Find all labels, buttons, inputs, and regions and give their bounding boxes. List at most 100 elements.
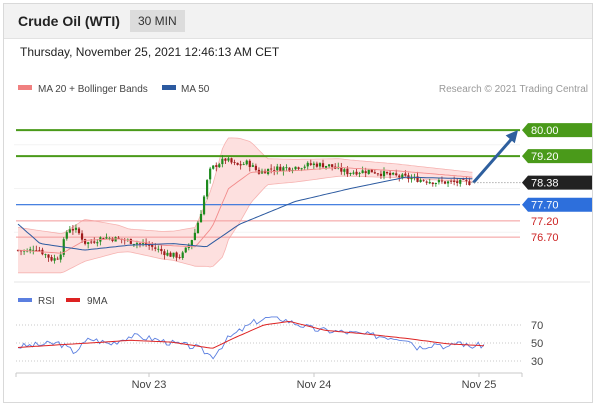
candle-body — [129, 238, 132, 244]
candle-body — [443, 181, 447, 184]
level-77.70-tag — [522, 197, 592, 212]
chart-header: Crude Oil (WTI) 30 MIN — [4, 4, 592, 39]
candle-body — [102, 238, 105, 240]
candle-body — [74, 227, 78, 230]
candle-body — [224, 158, 227, 161]
candle-body — [68, 229, 71, 233]
candle-body — [425, 181, 428, 183]
candle-body — [321, 163, 325, 168]
candle-body — [233, 162, 236, 163]
forecast-arrow-line — [472, 135, 516, 184]
candle-body — [309, 163, 312, 165]
candle-body — [270, 168, 273, 170]
candle-body — [145, 242, 148, 246]
rsi-ma9-line — [17, 320, 485, 349]
copyright-text: Research © 2021 Trading Central — [439, 84, 588, 95]
candle-body — [138, 243, 142, 245]
level-lines — [16, 129, 520, 238]
candle-body — [44, 254, 47, 256]
candle-body — [382, 171, 386, 177]
candle-body — [196, 222, 200, 234]
candle-body — [227, 158, 230, 161]
candle-body — [181, 252, 184, 258]
candle-body — [111, 238, 114, 241]
candle-body — [135, 243, 139, 245]
candle-body — [468, 181, 471, 186]
candle-body — [355, 171, 358, 175]
candle-body — [318, 163, 322, 167]
candle-body — [404, 173, 407, 176]
candle-body — [352, 172, 355, 174]
candle-body — [245, 160, 248, 165]
rsi-line — [17, 316, 485, 360]
bollinger-lower-line — [18, 175, 473, 274]
instrument-title: Crude Oil (WTI) — [18, 13, 120, 29]
candle-body — [324, 165, 328, 168]
candle-body — [190, 240, 193, 246]
candle-body — [437, 180, 440, 183]
candle-body — [358, 172, 361, 174]
ma50-legend-swatch — [162, 85, 176, 90]
candle-body — [385, 171, 389, 174]
time-tick-label: Nov 23 — [132, 379, 167, 391]
candle-body — [367, 169, 370, 174]
candle-body — [160, 248, 163, 252]
candle-body — [71, 228, 74, 231]
bollinger-band — [17, 137, 473, 274]
candle-body — [294, 166, 297, 170]
candle-body — [47, 254, 50, 258]
last-price-label: 78.38 — [531, 178, 559, 190]
candle-body — [105, 237, 108, 239]
forecast-arrow — [471, 130, 522, 184]
rsi-tick-30: 30 — [531, 356, 543, 368]
candle-body — [132, 243, 135, 245]
candle-body — [450, 180, 453, 182]
candle-body — [419, 179, 422, 183]
candle-body — [199, 213, 203, 223]
candle-body — [431, 182, 434, 185]
candle-body — [29, 249, 32, 252]
candle-body — [376, 173, 379, 175]
bb-legend-label: MA 20 + Bollinger Bands — [38, 84, 148, 95]
candle-body — [410, 178, 413, 180]
candle-body — [288, 167, 291, 171]
candle-body — [446, 181, 450, 184]
rsi-legend: RSI 9MA — [18, 296, 108, 307]
candle-body — [209, 168, 212, 180]
candle-body — [300, 168, 303, 170]
candle-body — [389, 172, 392, 176]
level-79.20-label: 79.20 — [531, 151, 559, 163]
ma50-legend-label: MA 50 — [181, 84, 210, 95]
timestamp: Thursday, November 25, 2021 12:46:13 AM … — [20, 45, 280, 59]
candle-body — [343, 169, 346, 172]
ma50-line — [17, 176, 473, 251]
time-tick-label: Nov 25 — [462, 379, 497, 391]
candle-body — [340, 167, 343, 172]
candle-body — [331, 164, 334, 167]
candle-body — [398, 175, 401, 178]
candle-body — [254, 165, 257, 170]
candle-body — [23, 250, 26, 252]
candle-body — [87, 242, 90, 244]
candle-body — [401, 174, 404, 179]
rsi-legend-label: RSI — [38, 296, 55, 307]
candle-body — [221, 158, 224, 165]
candle-body — [242, 164, 245, 165]
candle-body — [202, 196, 206, 215]
candle-body — [239, 164, 242, 166]
candle-body — [90, 241, 93, 243]
candle-body — [166, 252, 169, 256]
candle-body — [346, 168, 349, 175]
candle-body — [215, 165, 218, 167]
candle-body — [440, 180, 444, 182]
candle-body — [279, 166, 282, 172]
candle-body — [50, 257, 53, 261]
candle-body — [93, 241, 96, 243]
candle-body — [361, 170, 364, 174]
forecast-arrow-head — [505, 130, 518, 144]
rsi-tick-50: 50 — [531, 338, 543, 350]
candle-body — [306, 162, 309, 167]
time-axis: Nov 23 Nov 24 Nov 25 — [15, 372, 523, 391]
level-77.70-label: 77.70 — [531, 200, 559, 212]
last-price-tag — [522, 175, 592, 190]
